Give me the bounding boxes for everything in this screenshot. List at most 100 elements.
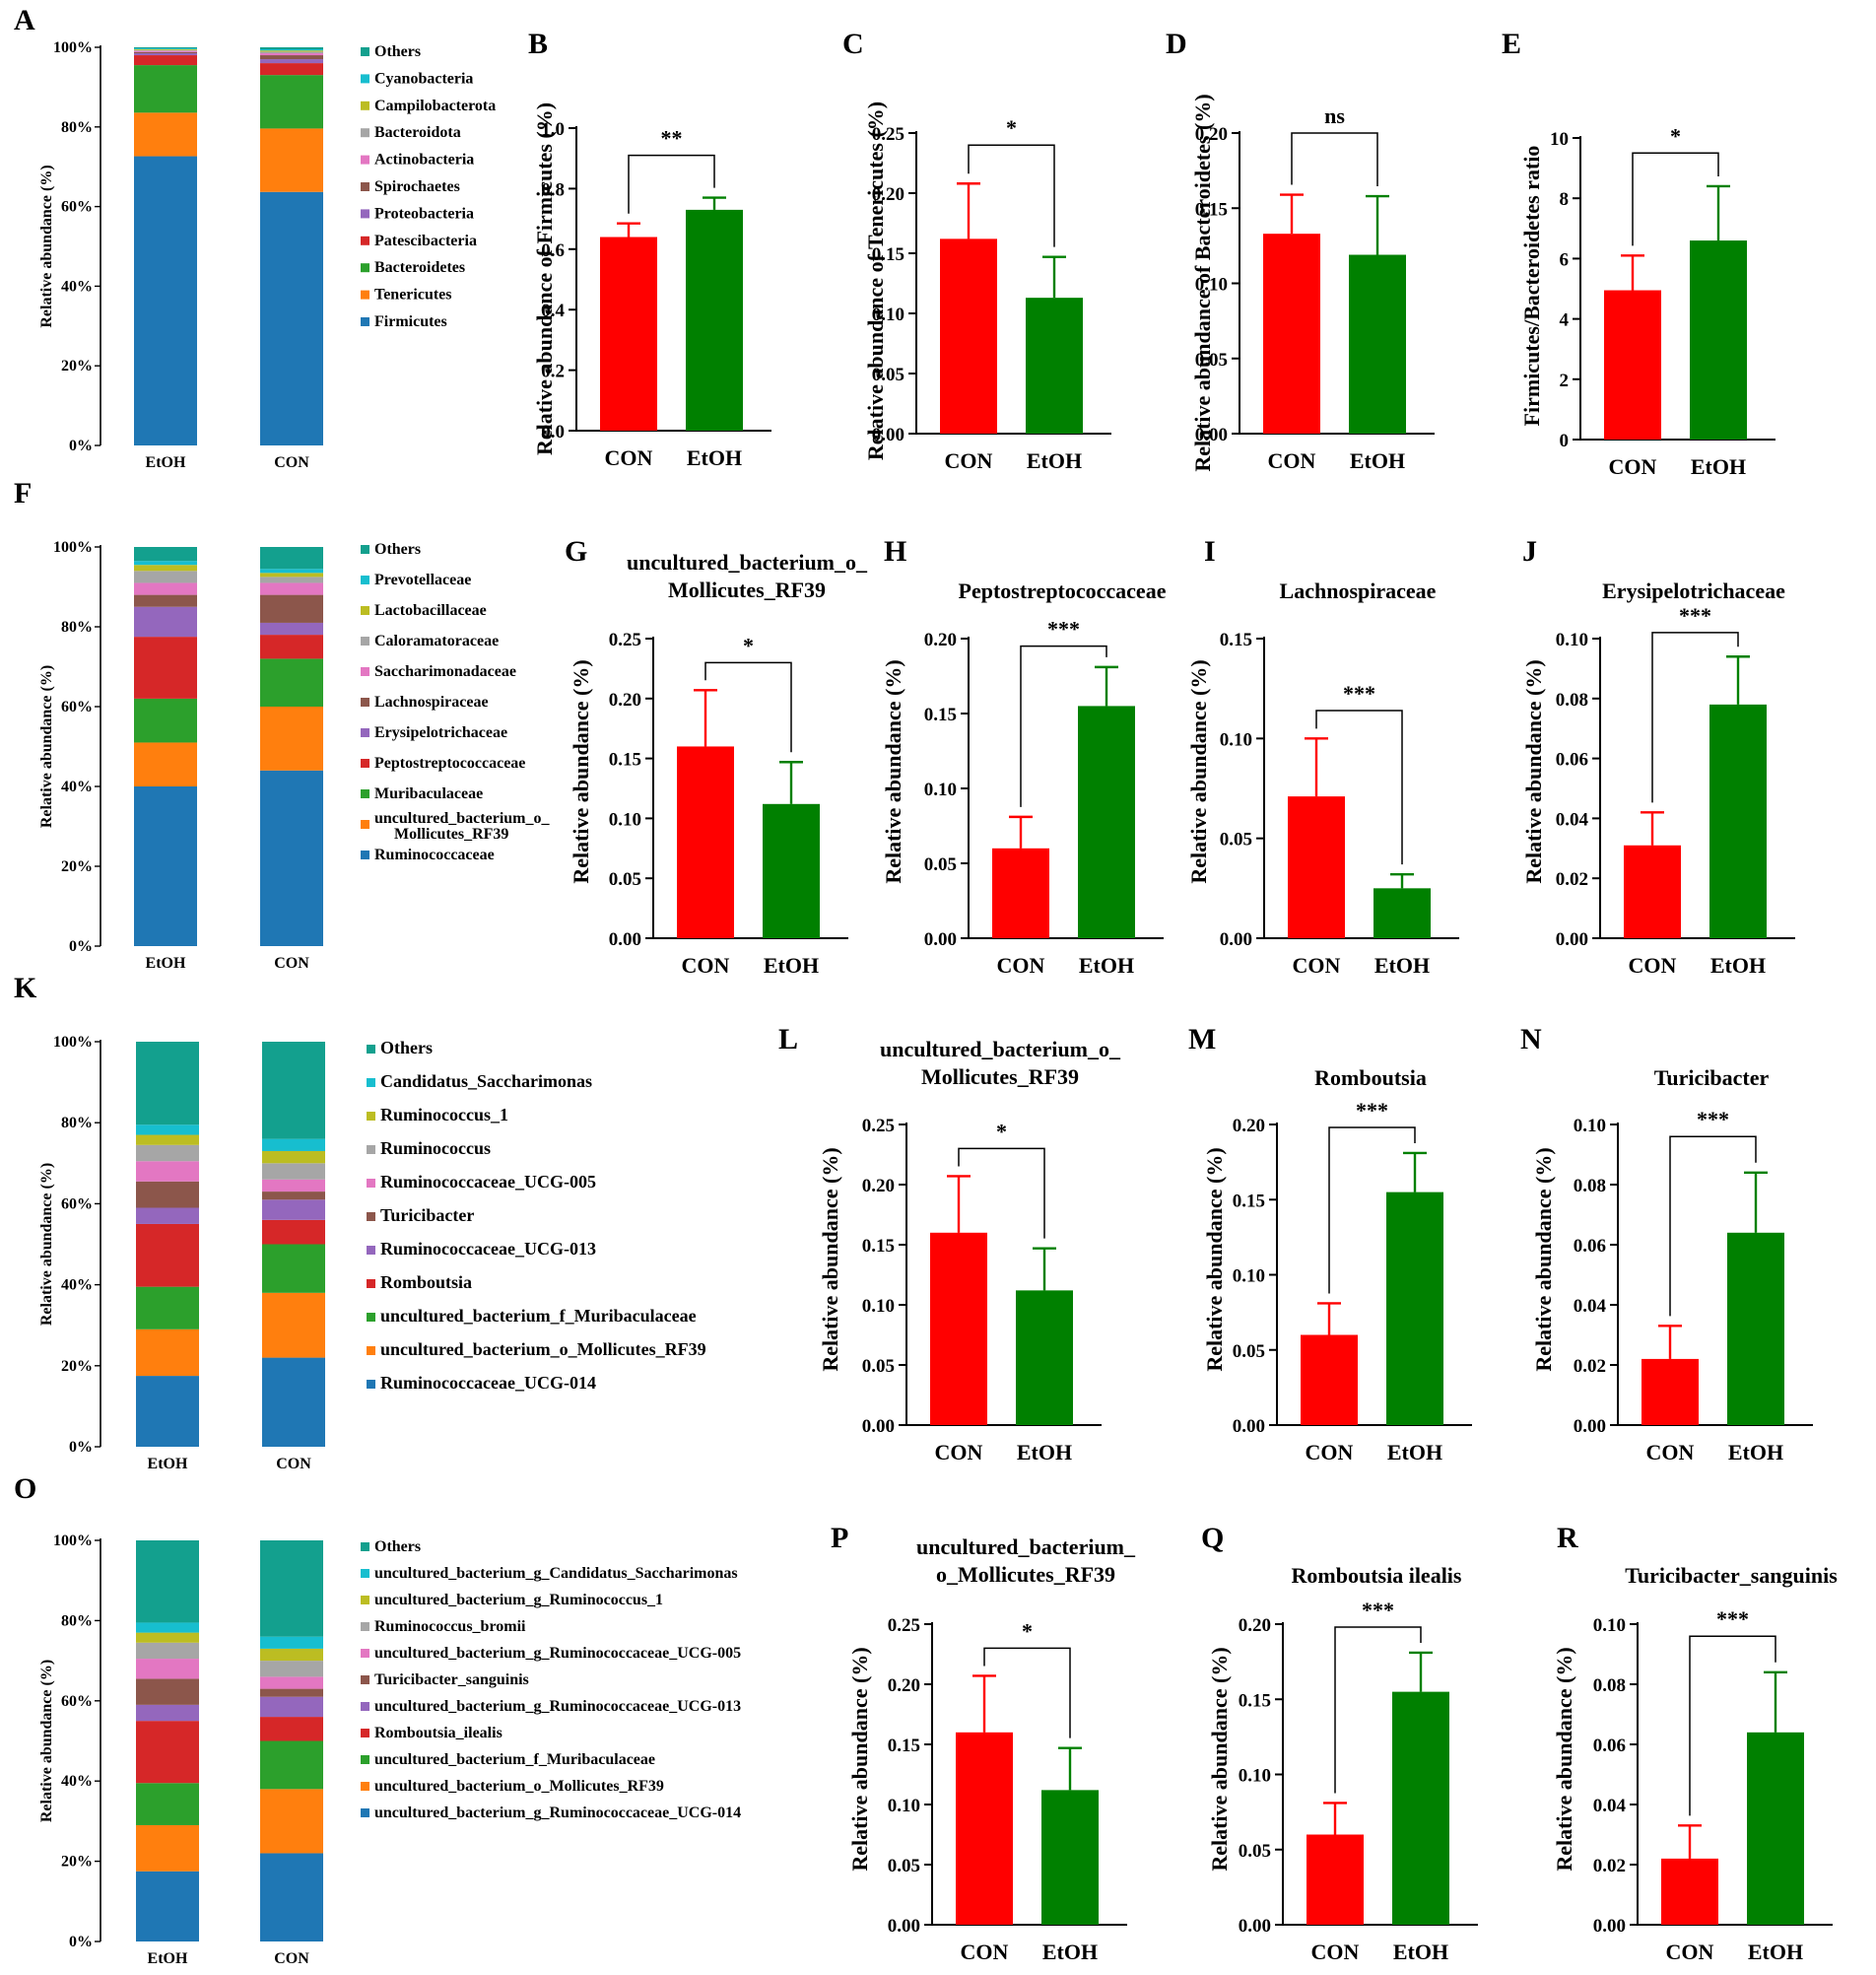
y-axis-title: Relative abundance (%) [847, 1647, 872, 1871]
legend-swatch [367, 1279, 375, 1288]
stack-segment [136, 1871, 199, 1941]
stack-segment [134, 50, 197, 52]
legend-label: Peptostreptococcaceae [374, 755, 525, 772]
x-category-label: CON [682, 953, 730, 978]
legend-label: Lactobacillaceae [374, 602, 487, 619]
panel-l: L 0.00 0.05 0.10 0.15 0.20 0.25 Relative abunda… [778, 1023, 1121, 1464]
significance-bracket [1020, 645, 1107, 807]
legend-label: uncultured_bacterium_g_Ruminococcaceae_U… [374, 1645, 741, 1662]
x-category-label: EtOH [1042, 1940, 1098, 1964]
legend-label: Others [374, 43, 421, 60]
stack-segment [260, 622, 323, 636]
y-tick-label: 0.00 [1239, 1916, 1271, 1937]
significance-bracket [1328, 1126, 1416, 1294]
x-category-label: CON [1306, 1440, 1354, 1464]
y-tick-label: 0.8 [541, 179, 565, 200]
stack-segment [260, 191, 323, 445]
y-tick-label: 0.15 [1233, 1191, 1265, 1211]
legend-swatch [361, 576, 369, 584]
legend-swatch [361, 789, 369, 798]
y-tick-label: 20% [61, 858, 93, 875]
legend-label: Ruminococcus [380, 1138, 491, 1158]
stack-segment [136, 1540, 199, 1623]
legend-label: Lachnospiraceae [374, 694, 489, 711]
stack-segment [134, 606, 197, 638]
chart-title: uncultured_bacterium_o_ [627, 550, 868, 575]
x-category-label: EtOH [687, 445, 742, 470]
legend-swatch [361, 1702, 369, 1711]
significance-bracket [628, 154, 715, 214]
y-axis-title: Relative abundance (%) [1207, 1647, 1232, 1871]
stack-segment [260, 1789, 323, 1854]
legend-swatch [367, 1145, 375, 1154]
stack-segment [260, 594, 323, 623]
bar [1747, 1732, 1804, 1925]
stack-segment [134, 547, 197, 562]
panel-q: Q 0.00 0.05 0.10 0.15 0.20 Relative abundance … [1201, 1522, 1478, 1964]
y-axis-title: Relative abundance (%) [38, 1163, 55, 1326]
y-tick-label: 0.05 [888, 1856, 920, 1876]
y-tick-label: 0.08 [1574, 1176, 1606, 1196]
x-category-label: CON [961, 1940, 1009, 1964]
legend-label: Ruminococcaceae [374, 847, 495, 863]
legend-swatch [361, 74, 369, 84]
y-tick-label: 0.25 [862, 1116, 895, 1136]
y-tick-label: 60% [61, 699, 93, 715]
stack-segment [136, 1134, 199, 1145]
significance-bracket [1291, 132, 1378, 187]
legend-swatch [361, 1675, 369, 1684]
stack-segment [260, 59, 323, 64]
y-axis-title: Relative abundance of Firmicutes (%) [532, 102, 557, 455]
y-tick-label: 0.05 [1239, 1841, 1271, 1862]
stack-segment [260, 128, 323, 192]
y-axis-title: Relative abundance (%) [1186, 659, 1211, 883]
y-axis-title: Relative abundance (%) [1521, 659, 1546, 883]
y-tick-label: 100% [53, 1034, 93, 1051]
stack-segment [262, 1150, 325, 1164]
y-axis-title: Relative abundance (%) [569, 659, 593, 883]
y-axis-title: Firmicutes/Bacteroidetes ratio [1519, 146, 1544, 427]
y-axis-title: Relative abundance (%) [1552, 1647, 1576, 1871]
stack-segment [136, 1376, 199, 1447]
legend-swatch [367, 1078, 375, 1087]
y-tick-label: 0.04 [1593, 1796, 1627, 1816]
stack-segment [136, 1223, 199, 1287]
bar [1709, 704, 1767, 938]
y-tick-label: 0.15 [924, 705, 957, 725]
bar [1690, 240, 1747, 440]
panel-label: O [14, 1472, 36, 1505]
legend-swatch [361, 1649, 369, 1658]
bar [1386, 1192, 1443, 1425]
stack-segment [136, 1207, 199, 1224]
y-tick-label: 0.15 [1239, 1690, 1271, 1711]
legend-label: uncultured_bacterium_f_Muribaculaceae [380, 1306, 697, 1326]
stack-segment [260, 573, 323, 578]
y-tick-label: 40% [61, 779, 93, 795]
stack-segment [262, 1219, 325, 1245]
y-tick-label: 0.15 [872, 244, 904, 265]
legend-label: Candidatus_Saccharimonas [380, 1071, 592, 1091]
stack-segment [134, 112, 197, 157]
bar [1661, 1858, 1718, 1925]
legend-swatch [361, 637, 369, 646]
y-tick-label: 0.25 [888, 1615, 920, 1636]
y-tick-label: 0.20 [862, 1176, 895, 1196]
y-tick-label: 0.15 [609, 750, 641, 771]
y-tick-label: 0.05 [609, 869, 641, 890]
y-axis-title: Relative abundance (%) [38, 165, 55, 327]
x-category-label: CON [1268, 448, 1316, 473]
y-tick-label: 0.6 [541, 240, 565, 261]
y-tick-label: 0.08 [1556, 690, 1588, 711]
stack-segment [260, 50, 323, 52]
x-category-label: CON [1609, 454, 1657, 479]
panel-r: R 0.00 0.02 0.04 0.06 0.08 0.10 Relative abunda… [1552, 1522, 1838, 1964]
stack-segment [260, 75, 323, 129]
y-tick-label: 100% [53, 39, 93, 56]
bar [992, 848, 1049, 938]
legend-swatch [361, 263, 369, 273]
stack-segment [260, 1696, 323, 1718]
significance-label: *** [1047, 617, 1080, 642]
y-tick-label: 0.02 [1556, 869, 1588, 890]
